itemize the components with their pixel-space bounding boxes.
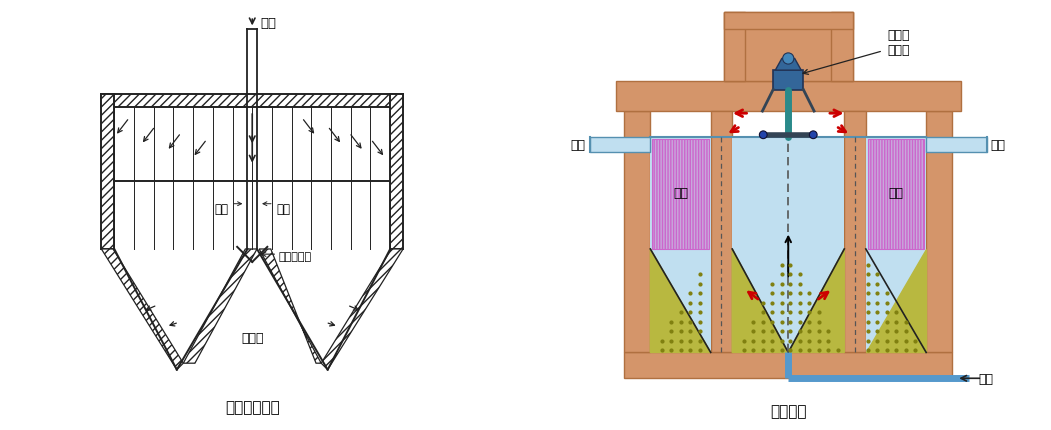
Text: 污泥斗: 污泥斗 [241,331,264,344]
Polygon shape [831,13,853,82]
Polygon shape [624,353,952,378]
Polygon shape [868,140,924,249]
Polygon shape [723,13,853,82]
Text: 出流: 出流 [571,138,585,152]
Polygon shape [260,249,322,363]
Circle shape [809,132,817,139]
Text: 滤床: 滤床 [276,202,290,215]
Polygon shape [653,140,708,249]
Polygon shape [101,95,115,249]
Polygon shape [926,138,987,153]
Polygon shape [590,138,651,153]
Polygon shape [733,138,844,353]
Text: 空气: 空气 [261,17,276,30]
Polygon shape [651,249,710,353]
Circle shape [760,132,767,139]
Polygon shape [788,249,844,353]
Polygon shape [322,249,404,370]
Polygon shape [390,95,404,249]
Polygon shape [866,138,926,353]
Polygon shape [710,112,733,353]
Polygon shape [624,112,651,353]
Polygon shape [733,249,788,353]
Text: 空气侧面曝气: 空气侧面曝气 [225,399,280,414]
Text: 填料: 填料 [888,187,904,200]
Polygon shape [723,13,853,30]
Text: 填料: 填料 [673,187,688,200]
Polygon shape [183,249,257,363]
Polygon shape [866,249,926,353]
Polygon shape [616,82,961,112]
Polygon shape [723,13,745,82]
Polygon shape [101,249,183,370]
Text: 表面曝气: 表面曝气 [770,403,806,418]
Polygon shape [651,138,710,353]
Text: 表面曝
气装置: 表面曝 气装置 [887,29,910,57]
Text: 滤床: 滤床 [214,202,228,215]
Polygon shape [926,112,952,353]
Polygon shape [776,59,801,71]
Polygon shape [101,95,404,108]
Text: 穿孔布气管: 穿孔布气管 [279,252,311,261]
Text: 原水: 原水 [977,372,993,385]
Circle shape [783,54,794,65]
Polygon shape [844,112,866,353]
Text: 出流: 出流 [991,138,1006,152]
Polygon shape [774,71,803,90]
